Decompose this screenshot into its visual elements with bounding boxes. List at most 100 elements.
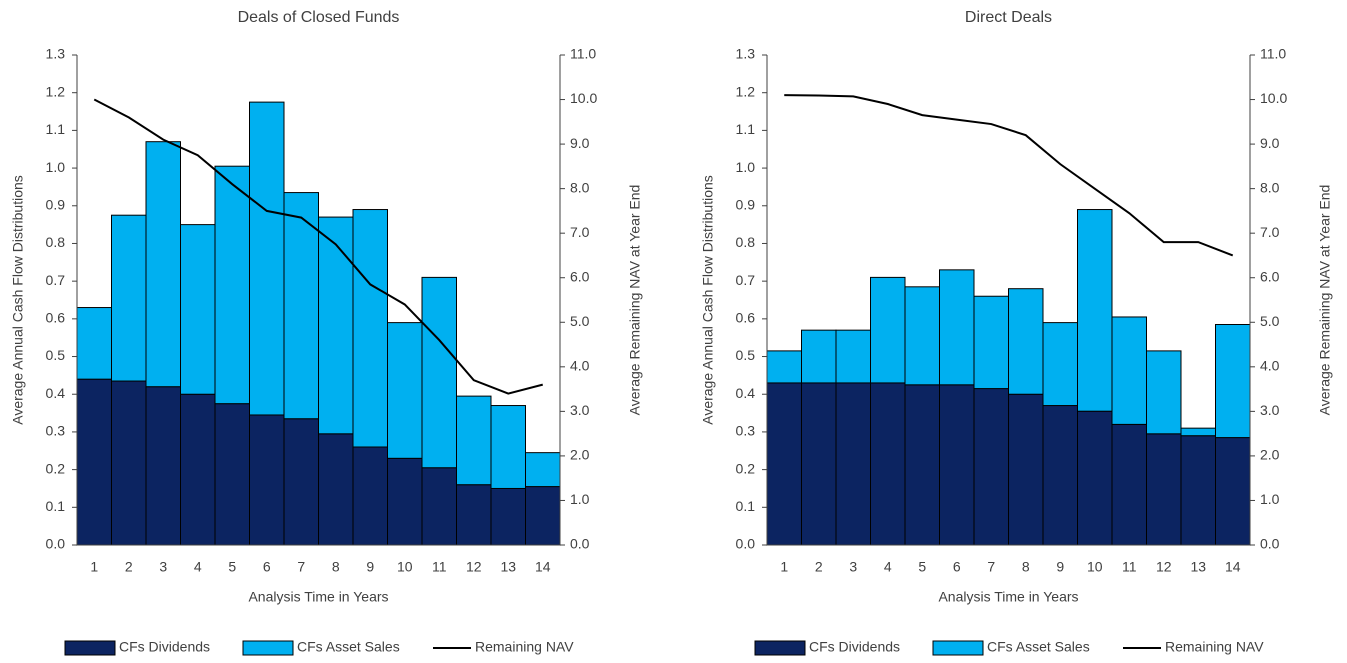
y-tick-label: 0.0	[736, 536, 756, 552]
y-tick-label: 0.7	[736, 272, 756, 288]
bar-segment	[456, 484, 492, 546]
x-tick-label: 5	[228, 559, 236, 575]
bar-segment	[801, 382, 837, 546]
y-tick-label: 0.2	[736, 460, 756, 476]
y-tick-label: 1.2	[46, 83, 66, 99]
chart-title: Direct Deals	[965, 9, 1052, 26]
legend-label: CFs Asset Sales	[297, 639, 400, 655]
x-axis-title: Analysis Time in Years	[938, 589, 1078, 605]
bar-segment	[387, 457, 423, 546]
legend-label: Remaining NAV	[1165, 639, 1264, 655]
bar-segment	[318, 433, 354, 546]
bar-segment	[973, 388, 1009, 546]
bar-segment	[421, 467, 457, 546]
bar-segment	[1215, 437, 1251, 546]
bar-segment	[283, 192, 319, 420]
legend-label: Remaining NAV	[475, 639, 574, 655]
x-tick-label: 11	[1122, 559, 1137, 575]
bar-segment	[249, 414, 285, 546]
bar-segment	[766, 350, 802, 384]
y-tick-label: 0.6	[46, 310, 66, 326]
bar-segment	[904, 286, 940, 386]
y-tick-label: 1.1	[46, 121, 66, 137]
y2-tick-label: 5.0	[1260, 313, 1280, 329]
x-tick-label: 4	[884, 559, 892, 575]
y-tick-label: 0.5	[736, 347, 756, 363]
bar-segment	[421, 276, 457, 469]
bar-segment	[801, 329, 837, 384]
y2-tick-label: 8.0	[1260, 179, 1280, 195]
legend-label: CFs Dividends	[809, 639, 900, 655]
y-tick-label: 1.3	[46, 46, 66, 62]
y-axis-title: Average Annual Cash Flow Distributions	[10, 175, 26, 425]
y2-axis-title: Average Remaining NAV at Year End	[627, 185, 643, 416]
y2-tick-label: 9.0	[1260, 135, 1280, 151]
bar-segment	[1008, 288, 1044, 395]
x-tick-label: 14	[535, 559, 551, 575]
bar-segment	[1111, 423, 1147, 546]
y-tick-label: 0.5	[46, 347, 66, 363]
bar-segment	[387, 322, 423, 459]
bar-segment	[180, 224, 216, 395]
x-tick-label: 6	[953, 559, 961, 575]
bar-segment	[1077, 410, 1113, 546]
x-tick-label: 9	[1056, 559, 1064, 575]
x-tick-label: 4	[194, 559, 202, 575]
x-tick-label: 7	[987, 559, 995, 575]
y-tick-label: 1.1	[736, 121, 756, 137]
x-tick-label: 2	[815, 559, 823, 575]
y2-tick-label: 11.0	[1260, 46, 1286, 62]
bar-segment	[1180, 427, 1216, 437]
y-tick-label: 0.8	[46, 234, 66, 250]
x-tick-label: 8	[332, 559, 340, 575]
x-tick-label: 9	[366, 559, 374, 575]
legend-swatch	[754, 640, 806, 656]
y2-tick-label: 7.0	[570, 224, 590, 240]
bar-segment	[145, 386, 181, 546]
x-tick-label: 6	[263, 559, 271, 575]
y-tick-label: 0.8	[736, 234, 756, 250]
bar-segment	[939, 269, 975, 386]
y-tick-label: 0.7	[46, 272, 66, 288]
bar-segment	[1042, 322, 1078, 407]
bar-segment	[1042, 405, 1078, 546]
y2-tick-label: 6.0	[1260, 268, 1280, 284]
bar-segment	[1180, 435, 1216, 546]
legend-label: CFs Dividends	[119, 639, 210, 655]
y-tick-label: 1.0	[736, 159, 756, 175]
x-tick-label: 3	[159, 559, 167, 575]
bar-segment	[76, 307, 112, 380]
x-tick-label: 11	[432, 559, 447, 575]
x-tick-label: 3	[849, 559, 857, 575]
y2-tick-label: 8.0	[570, 179, 590, 195]
y2-tick-label: 9.0	[570, 135, 590, 151]
y2-tick-label: 7.0	[1260, 224, 1280, 240]
x-tick-label: 10	[1087, 559, 1103, 575]
bar-segment	[76, 378, 112, 546]
y2-tick-label: 2.0	[1260, 447, 1280, 463]
y2-tick-label: 5.0	[570, 313, 590, 329]
y2-tick-label: 1.0	[1260, 491, 1280, 507]
bar-segment	[145, 141, 181, 388]
legend-label: CFs Asset Sales	[987, 639, 1090, 655]
y-tick-label: 0.3	[736, 423, 756, 439]
y-tick-label: 0.9	[46, 196, 66, 212]
bar-segment	[1077, 209, 1113, 412]
y-axis-title: Average Annual Cash Flow Distributions	[700, 175, 716, 425]
x-tick-label: 8	[1022, 559, 1030, 575]
chart-title: Deals of Closed Funds	[238, 9, 400, 26]
legend-swatch	[64, 640, 116, 656]
bar-segment	[904, 384, 940, 546]
bar-segment	[870, 382, 906, 546]
bar-segment	[525, 452, 561, 488]
x-tick-label: 12	[1156, 559, 1172, 575]
x-tick-label: 13	[1190, 559, 1206, 575]
y-tick-label: 0.6	[736, 310, 756, 326]
y2-tick-label: 0.0	[1260, 536, 1280, 552]
bar-segment	[1215, 324, 1251, 439]
bar-segment	[283, 418, 319, 546]
bar-segment	[1111, 316, 1147, 425]
bar-segment	[1008, 393, 1044, 546]
